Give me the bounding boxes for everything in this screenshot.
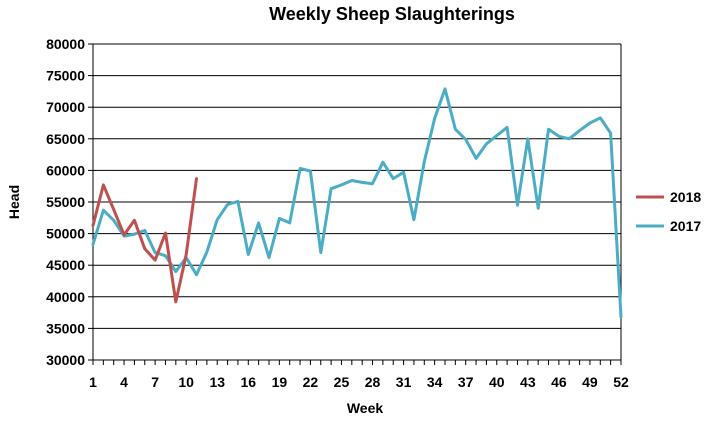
x-tick-label: 4 xyxy=(120,374,128,390)
x-tick-label: 52 xyxy=(613,374,629,390)
legend-label-2017: 2017 xyxy=(670,218,701,234)
x-tick-label: 49 xyxy=(582,374,598,390)
x-tick-label: 46 xyxy=(551,374,567,390)
x-tick-label: 43 xyxy=(520,374,536,390)
legend: 2018 2017 xyxy=(636,189,701,234)
x-tick-label: 22 xyxy=(303,374,319,390)
x-axis-label: Week xyxy=(347,400,384,416)
y-tick-label: 80000 xyxy=(46,36,85,52)
y-tick-label: 70000 xyxy=(46,99,85,115)
x-tick-label: 16 xyxy=(241,374,257,390)
y-tick-label: 75000 xyxy=(46,68,85,84)
y-tick-label: 35000 xyxy=(46,320,85,336)
y-axis-ticks: 30000 35000 40000 45000 50000 55000 60000 65000… xyxy=(46,36,93,368)
gridlines xyxy=(93,43,621,361)
x-tick-label: 40 xyxy=(489,374,505,390)
x-tick-label: 37 xyxy=(458,374,474,390)
series-line-2018 xyxy=(91,177,198,304)
y-tick-label: 40000 xyxy=(46,289,85,305)
x-tick-label: 34 xyxy=(427,374,443,390)
y-tick-label: 30000 xyxy=(46,352,85,368)
x-tick-label: 19 xyxy=(272,374,288,390)
series-lines xyxy=(91,87,623,319)
series-line-2017 xyxy=(91,87,623,319)
y-tick-label: 60000 xyxy=(46,162,85,178)
y-tick-label: 55000 xyxy=(46,194,85,210)
y-axis-label: Head xyxy=(6,185,22,219)
chart-title: Weekly Sheep Slaughterings xyxy=(269,4,515,24)
y-tick-label: 45000 xyxy=(46,257,85,273)
x-tick-label: 31 xyxy=(396,374,412,390)
x-tick-label: 13 xyxy=(209,374,225,390)
y-tick-label: 50000 xyxy=(46,226,85,242)
x-tick-label: 7 xyxy=(151,374,159,390)
y-tick-label: 65000 xyxy=(46,131,85,147)
x-tick-label: 28 xyxy=(365,374,381,390)
x-tick-label: 25 xyxy=(334,374,350,390)
x-axis-ticks: 1 4 7 10 13 16 19 22 25 28 31 34 37 40 43 46 49 52 xyxy=(89,360,629,390)
legend-label-2018: 2018 xyxy=(670,189,701,205)
x-tick-label: 10 xyxy=(178,374,194,390)
x-tick-label: 1 xyxy=(89,374,97,390)
